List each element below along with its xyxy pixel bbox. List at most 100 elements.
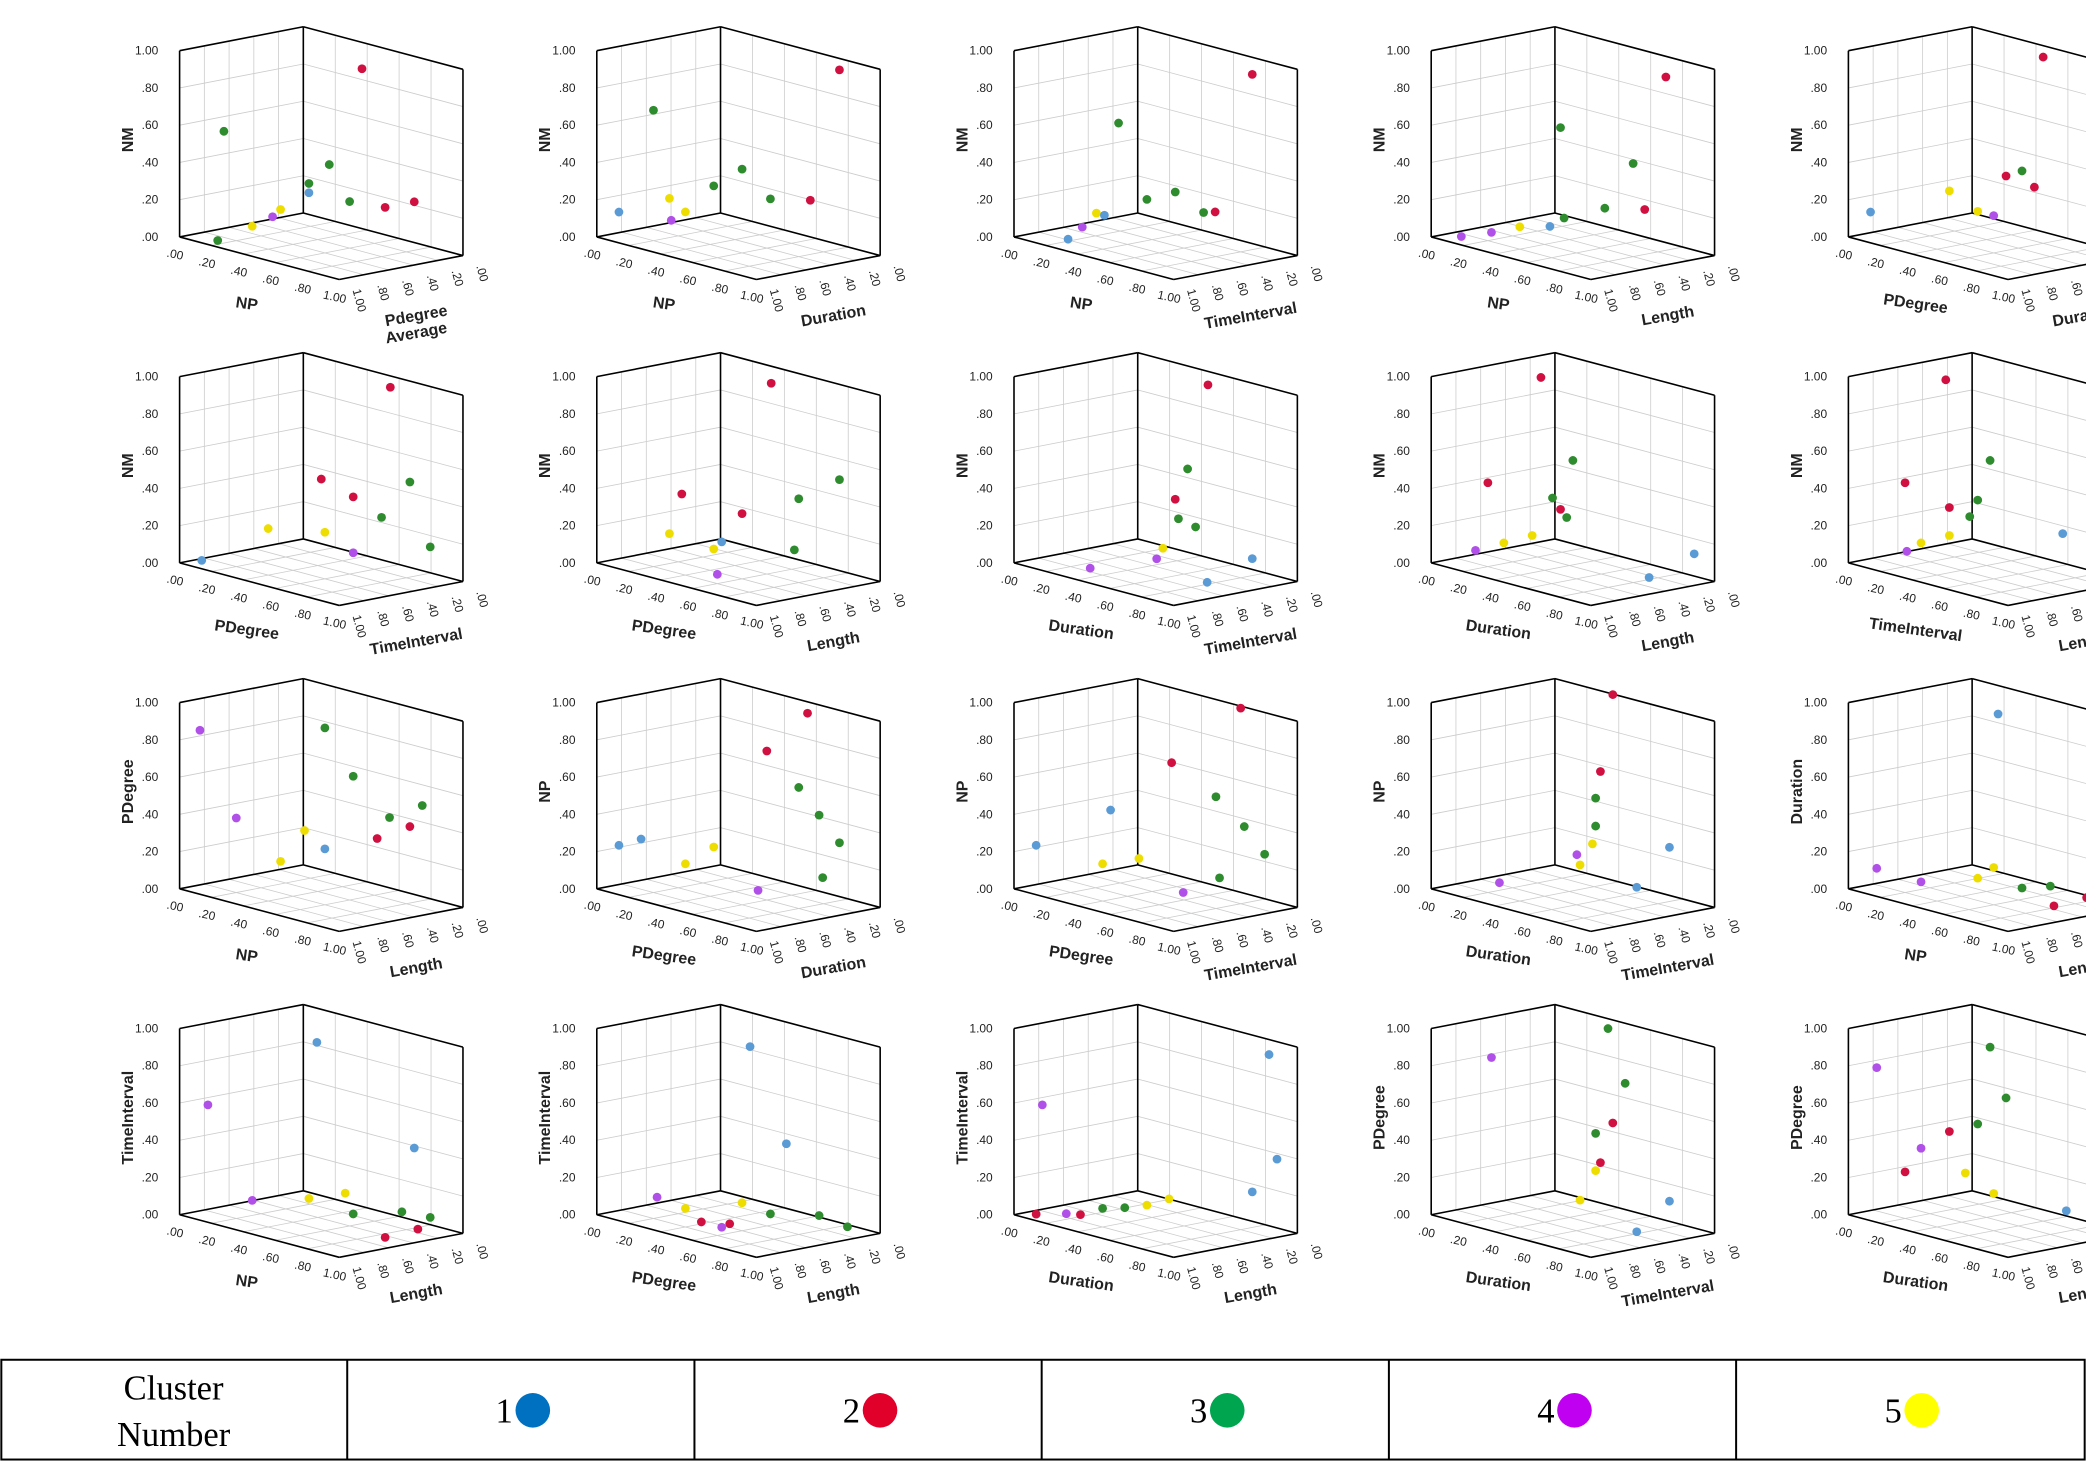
- x-tick-label: .00: [1000, 246, 1020, 263]
- y-tick-label: .20: [449, 1246, 467, 1266]
- x-tick-label: .20: [1866, 580, 1886, 597]
- point: [1061, 1209, 1071, 1219]
- y-tick-label: .20: [449, 920, 467, 940]
- grid-line: [1848, 1115, 1973, 1141]
- grid-line: [1455, 883, 1616, 927]
- point: [380, 203, 390, 212]
- box-edge: [1431, 212, 1556, 238]
- x-tick-label: 1.00: [739, 614, 765, 633]
- point: [1499, 538, 1509, 548]
- point: [304, 179, 314, 188]
- grid-line: [1137, 752, 1298, 797]
- grid-line: [720, 426, 881, 471]
- x-axis-title: Duration: [1047, 617, 1114, 643]
- x-tick-label: .60: [1096, 1249, 1116, 1266]
- grid-line: [1554, 827, 1715, 871]
- grid-line: [1137, 175, 1298, 219]
- grid-line: [1013, 715, 1138, 741]
- grid-line: [1530, 1195, 1690, 1239]
- grid-line: [211, 1198, 336, 1224]
- y-tick-label: .40: [424, 273, 442, 293]
- point: [1866, 207, 1875, 217]
- box-edge: [596, 677, 721, 704]
- point: [320, 723, 330, 733]
- y-tick-label: 1.00: [2018, 939, 2038, 965]
- point: [781, 1139, 791, 1149]
- point: [1158, 543, 1168, 553]
- x-tick-label: .60: [1513, 271, 1533, 288]
- point: [2061, 1206, 2071, 1216]
- x-tick-label: .80: [293, 606, 313, 623]
- grid-line: [1088, 874, 1248, 918]
- grid-line: [243, 229, 368, 255]
- box-edge: [1430, 562, 1592, 607]
- y-tick-label: .20: [449, 268, 467, 288]
- point: [745, 1042, 755, 1051]
- point: [2001, 1093, 2011, 1103]
- z-axis-title: NM: [537, 453, 554, 478]
- y-tick-label: 1.00: [767, 1265, 787, 1291]
- grid-line: [646, 226, 807, 271]
- y-tick-label: .00: [473, 589, 491, 609]
- point: [681, 207, 690, 217]
- grid-line: [1013, 1078, 1138, 1104]
- grid-line: [303, 175, 464, 219]
- x-axis-title: NP: [235, 946, 260, 966]
- z-tick-label: .80: [142, 1059, 159, 1073]
- x-axis-title: NP: [235, 1272, 260, 1292]
- grid-line: [1494, 229, 1619, 255]
- point: [263, 524, 273, 533]
- z-tick-label: .20: [142, 193, 159, 207]
- y-tick-label: .80: [2043, 283, 2061, 303]
- box-edge: [1013, 1190, 1138, 1216]
- z-tick-label: 1.00: [552, 370, 576, 384]
- box-edge: [720, 1190, 881, 1235]
- grid-line: [1554, 1153, 1715, 1197]
- y-tick-label: .60: [816, 604, 834, 624]
- grid-line: [1141, 1224, 1266, 1250]
- legend-swatch: [515, 1393, 551, 1428]
- point: [2058, 529, 2068, 538]
- grid-line: [303, 464, 464, 508]
- x-tick-label: .40: [1898, 263, 1918, 280]
- grid-line: [1558, 1224, 1683, 1250]
- z-tick-label: .00: [1393, 556, 1410, 570]
- grid-line: [1137, 1115, 1298, 1160]
- box-edge: [1173, 1232, 1298, 1259]
- grid-line: [179, 426, 304, 452]
- x-tick-label: .40: [1898, 915, 1918, 932]
- grid-line: [1431, 100, 1555, 126]
- grid-line: [1922, 548, 2083, 592]
- z-tick-label: .00: [559, 882, 576, 896]
- point: [681, 1203, 690, 1213]
- point: [794, 783, 804, 792]
- grid-line: [695, 217, 856, 261]
- box-edge: [1013, 864, 1138, 890]
- grid-line: [1530, 869, 1690, 913]
- grid-line: [1431, 63, 1555, 89]
- point: [348, 492, 358, 502]
- y-tick-label: .20: [1283, 1246, 1301, 1266]
- x-tick-label: .80: [293, 1258, 313, 1275]
- grid-line: [1972, 175, 2086, 207]
- grid-line: [1137, 138, 1298, 182]
- grid-line: [179, 138, 304, 163]
- z-axis-title: TimeInterval: [120, 1071, 137, 1165]
- x-axis-title: Duration: [1465, 1269, 1532, 1295]
- point: [1944, 503, 1954, 512]
- grid-line: [1897, 226, 2058, 271]
- y-tick-label: .20: [866, 1246, 884, 1266]
- z-axis-title: PDegree: [1372, 1085, 1389, 1150]
- grid-line: [720, 464, 881, 508]
- z-tick-label: 1.00: [552, 1021, 576, 1035]
- x-tick-label: .60: [261, 1249, 281, 1266]
- grid-line: [179, 1078, 304, 1104]
- y-tick-label: .00: [1725, 263, 1743, 283]
- grid-line: [1038, 1209, 1199, 1253]
- x-tick-label: .60: [1096, 923, 1116, 940]
- x-tick-label: 1.00: [739, 939, 765, 958]
- box-edge: [179, 888, 340, 933]
- z-tick-label: .60: [1393, 444, 1410, 458]
- z-tick-label: .00: [559, 1208, 576, 1222]
- z-tick-label: .40: [976, 481, 993, 495]
